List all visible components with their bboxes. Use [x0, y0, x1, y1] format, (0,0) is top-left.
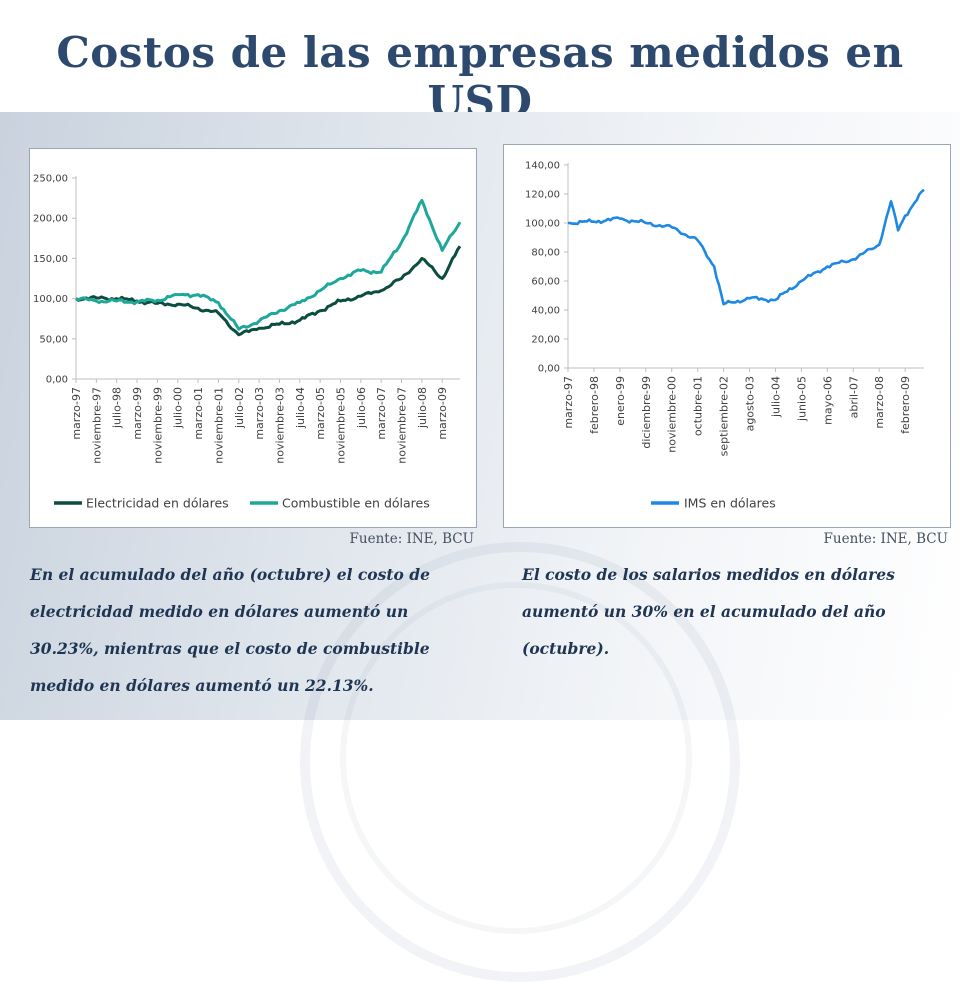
x-tick-label: marzo-08 [873, 376, 886, 429]
y-tick-label: 50,00 [39, 334, 68, 345]
x-tick-label: febrero-09 [899, 376, 912, 434]
y-tick-label: 200,00 [33, 214, 68, 225]
x-tick-label: julio-08 [416, 387, 429, 429]
x-tick-label: noviembre-03 [273, 387, 286, 464]
x-tick-label: junio-05 [795, 376, 808, 422]
x-tick-label: marzo-97 [562, 376, 575, 429]
x-tick-label: julio-04 [769, 376, 782, 418]
y-tick-label: 20,00 [531, 335, 560, 346]
x-tick-label: mayo-06 [821, 376, 834, 425]
x-tick-label: marzo-99 [131, 387, 144, 440]
x-tick-label: marzo-01 [192, 387, 205, 440]
x-tick-label: noviembre-97 [90, 387, 103, 464]
x-tick-label: noviembre-00 [666, 376, 679, 453]
x-tick-label: marzo-03 [253, 387, 266, 440]
caption-right: El costo de los salarios medidos en dóla… [522, 565, 895, 658]
y-tick-label: 40,00 [531, 306, 560, 317]
y-tick-label: 80,00 [531, 248, 560, 259]
x-tick-label: septiembre-02 [718, 376, 731, 456]
x-tick-label: agosto-03 [744, 376, 757, 431]
chart-panel-ims: 0,00 20,00 40,00 60,00 80,00 100,00 120,00 140,… [503, 144, 951, 528]
y-tick-label: 140,00 [525, 161, 560, 172]
legend-label: Combustible en dólares [282, 496, 430, 511]
x-tick-label: julio-04 [294, 387, 307, 429]
series-line-ims [567, 188, 925, 306]
chart-ims: 0,00 20,00 40,00 60,00 80,00 100,00 120,00 140,… [525, 161, 925, 511]
x-tick-label: noviembre-99 [151, 387, 164, 464]
x-tick-label: febrero-98 [588, 376, 601, 434]
x-tick-label: julio-00 [172, 387, 185, 429]
slide-title: Costos de las empresas medidos en USD [56, 28, 904, 126]
x-tick-label: marzo-05 [314, 387, 327, 440]
y-tick-label: 0,00 [46, 375, 68, 386]
y-tick-label: 60,00 [531, 277, 560, 288]
x-tick-label: noviembre-01 [212, 387, 225, 464]
x-tick-label: noviembre-07 [396, 387, 409, 464]
chart-electricidad-combustible: 0,00 50,00 100,00 150,00 200,00 250,00 marzo-9… [33, 174, 462, 511]
y-tick-label: 100,00 [33, 294, 68, 305]
source-note-left: Fuente: INE, BCU [349, 531, 474, 547]
x-tick-label: julio-02 [233, 387, 246, 429]
legend-label: IMS en dólares [684, 496, 776, 511]
x-tick-label: marzo-07 [375, 387, 388, 440]
x-tick-label: julio-06 [355, 387, 368, 429]
title-band [0, 0, 960, 112]
x-tick-label: octubre-01 [692, 376, 705, 436]
y-tick-label: 120,00 [525, 190, 560, 201]
y-tick-label: 0,00 [538, 364, 560, 375]
y-tick-label: 150,00 [33, 254, 68, 265]
x-tick-label: enero-99 [614, 376, 627, 426]
series-line-combustible [75, 199, 462, 331]
caption-left: En el acumulado del año (octubre) el cos… [30, 565, 430, 695]
source-note-right: Fuente: INE, BCU [823, 531, 948, 547]
series-line-electricidad [75, 245, 462, 337]
x-tick-label: noviembre-05 [334, 387, 347, 464]
chart-panel-electricidad-combustible: 0,00 50,00 100,00 150,00 200,00 250,00 marzo-9… [29, 148, 477, 528]
y-tick-label: 250,00 [33, 174, 68, 185]
x-tick-label: diciembre-99 [640, 376, 653, 449]
x-tick-label: abril-07 [847, 376, 860, 418]
y-tick-label: 100,00 [525, 219, 560, 230]
x-tick-label: marzo-97 [70, 387, 83, 440]
legend-label: Electricidad en dólares [86, 496, 229, 511]
x-tick-label: marzo-09 [436, 387, 449, 440]
x-tick-label: julio-98 [111, 387, 124, 429]
